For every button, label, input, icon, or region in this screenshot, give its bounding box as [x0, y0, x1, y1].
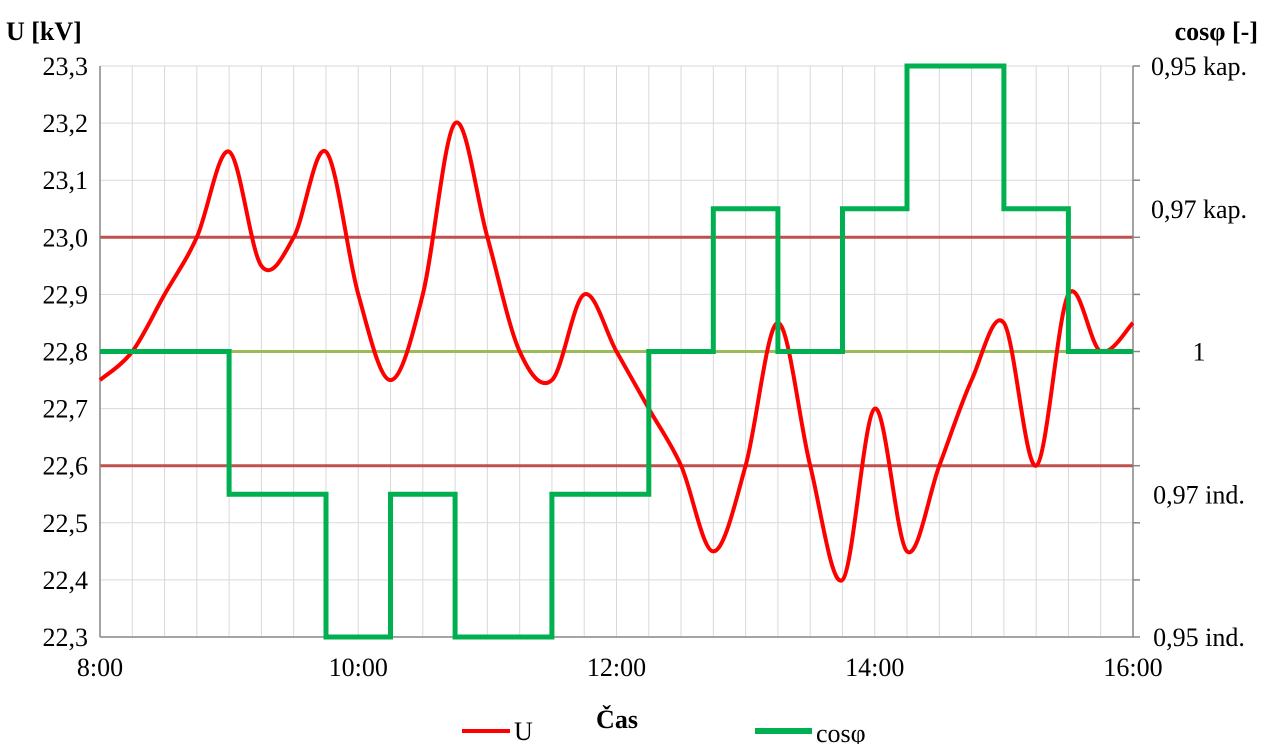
x-tick-label: 10:00: [329, 653, 388, 682]
y-left-tick-label: 23,1: [43, 166, 89, 195]
y-right-tick-label: 0,95 ind.: [1153, 623, 1245, 652]
y-left-tick-label: 22,4: [43, 566, 89, 595]
legend-label-cosphi: cosφ: [816, 719, 866, 744]
y-left-tick-label: 22,6: [43, 452, 89, 481]
y-left-tick-label: 23,0: [43, 223, 89, 252]
y-left-tick-label: 22,7: [43, 395, 89, 424]
legend-label-u: U: [514, 717, 533, 744]
x-tick-label: 12:00: [587, 653, 646, 682]
tick-labels: 23,3 23,2 23,1 23,0 22,9 22,8 22,7 22,6 22,5 22,4…: [43, 52, 1248, 682]
y-left-tick-label: 23,3: [43, 52, 89, 81]
series-line-cosphi: [100, 63, 1133, 640]
y-left-tick-label: 22,8: [43, 338, 89, 367]
x-tick-label: 16:00: [1103, 653, 1162, 682]
y-left-tick-label: 22,9: [43, 280, 89, 309]
y-left-tick-label: 22,5: [43, 509, 89, 538]
y-right-tick-label: 0,95 kap.: [1151, 52, 1247, 81]
x-tick-label: 14:00: [845, 653, 904, 682]
x-axis-title: Čas: [596, 705, 638, 734]
x-tick-label: 8:00: [77, 653, 123, 682]
series: [98, 63, 1135, 640]
y-left-tick-label: 22,3: [43, 623, 89, 652]
y-right-axis-title: cosφ [-]: [1175, 17, 1258, 46]
y-right-tick-label: 0,97 kap.: [1151, 195, 1247, 224]
y-right-tick-label: 0,97 ind.: [1153, 480, 1245, 509]
y-left-tick-label: 23,2: [43, 109, 89, 138]
y-left-axis-title: U [kV]: [6, 17, 82, 46]
series-line-u: [98, 120, 1135, 583]
y-right-tick-label: 1: [1193, 338, 1206, 367]
legend: U cosφ: [462, 717, 866, 744]
